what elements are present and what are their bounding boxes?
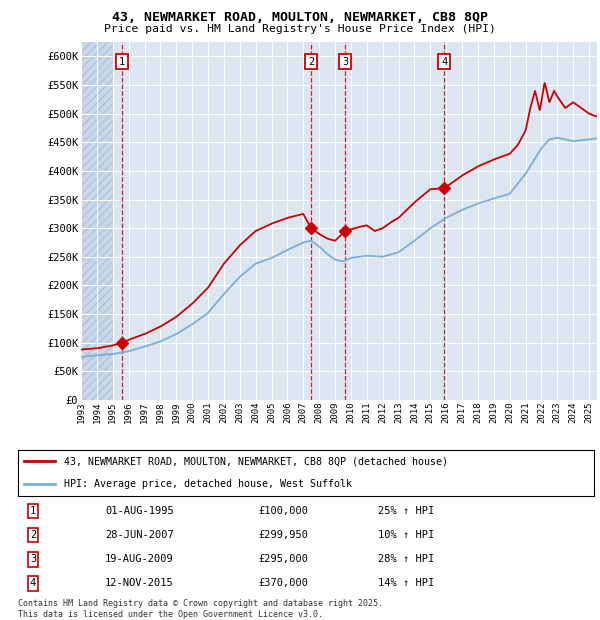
Text: £370,000: £370,000	[258, 578, 308, 588]
Text: HPI: Average price, detached house, West Suffolk: HPI: Average price, detached house, West…	[64, 479, 352, 489]
Text: 28% ↑ HPI: 28% ↑ HPI	[378, 554, 434, 564]
Text: 4: 4	[441, 57, 447, 67]
Text: 4: 4	[30, 578, 36, 588]
Text: 10% ↑ HPI: 10% ↑ HPI	[378, 530, 434, 540]
Text: 28-JUN-2007: 28-JUN-2007	[105, 530, 174, 540]
Bar	[81, 42, 113, 400]
Text: 2: 2	[308, 57, 314, 67]
Text: Contains HM Land Registry data © Crown copyright and database right 2025.
This d: Contains HM Land Registry data © Crown c…	[18, 600, 383, 619]
Text: Price paid vs. HM Land Registry's House Price Index (HPI): Price paid vs. HM Land Registry's House …	[104, 24, 496, 33]
Text: 43, NEWMARKET ROAD, MOULTON, NEWMARKET, CB8 8QP: 43, NEWMARKET ROAD, MOULTON, NEWMARKET, …	[112, 11, 488, 24]
Text: 12-NOV-2015: 12-NOV-2015	[105, 578, 174, 588]
Text: 3: 3	[30, 554, 36, 564]
Text: 14% ↑ HPI: 14% ↑ HPI	[378, 578, 434, 588]
Text: 25% ↑ HPI: 25% ↑ HPI	[378, 506, 434, 516]
Text: 01-AUG-1995: 01-AUG-1995	[105, 506, 174, 516]
Text: 19-AUG-2009: 19-AUG-2009	[105, 554, 174, 564]
Text: £295,000: £295,000	[258, 554, 308, 564]
Text: £100,000: £100,000	[258, 506, 308, 516]
Text: 1: 1	[30, 506, 36, 516]
Text: 2: 2	[30, 530, 36, 540]
Text: £299,950: £299,950	[258, 530, 308, 540]
Text: 43, NEWMARKET ROAD, MOULTON, NEWMARKET, CB8 8QP (detached house): 43, NEWMARKET ROAD, MOULTON, NEWMARKET, …	[64, 456, 448, 466]
Text: 3: 3	[342, 57, 348, 67]
Text: 1: 1	[119, 57, 125, 67]
